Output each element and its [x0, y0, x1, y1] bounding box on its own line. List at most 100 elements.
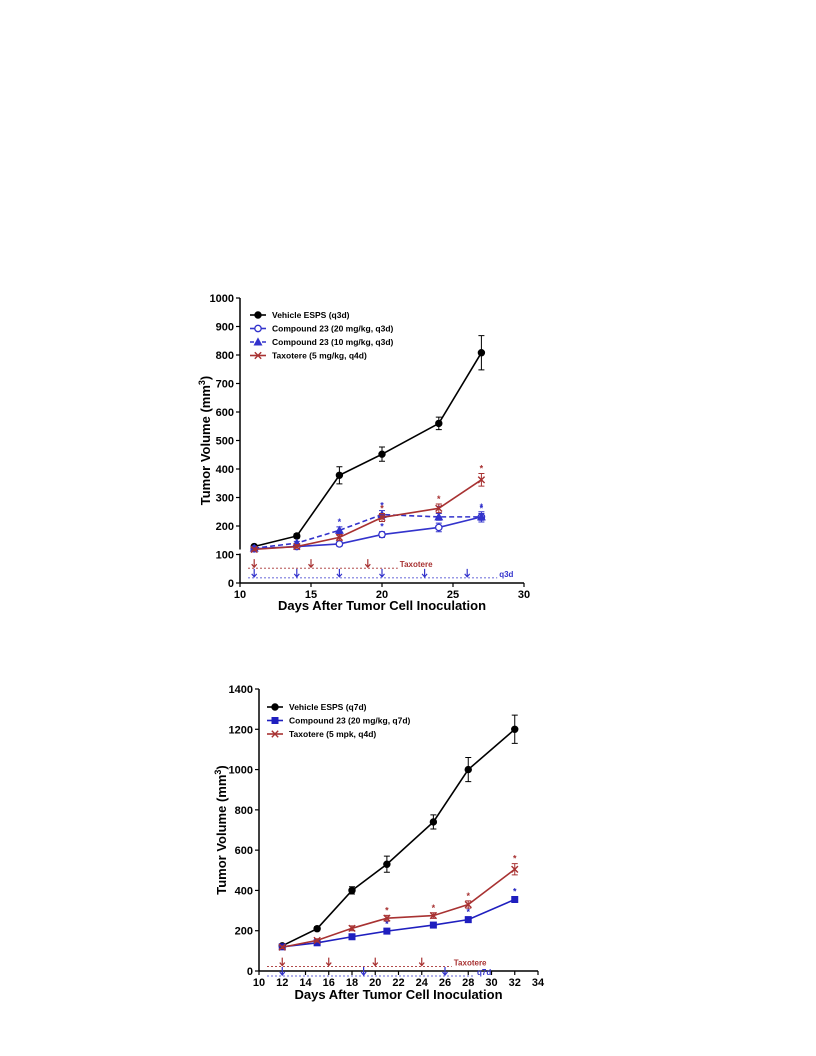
x-tick-label: 20	[369, 977, 381, 989]
x-tick-label: 10	[234, 589, 246, 601]
data-point	[511, 895, 519, 903]
dosing-arrow	[251, 559, 258, 569]
data-point	[429, 921, 437, 929]
data-point	[434, 512, 444, 521]
legend-entry: Compound 23 (20 mg/kg, q7d)	[289, 716, 411, 726]
y-tick-label: 200	[216, 521, 234, 533]
data-point	[348, 933, 356, 941]
y-tick-label: 100	[216, 550, 234, 562]
series-2: * * * *	[278, 886, 519, 951]
schedule-label: q3d	[499, 570, 513, 579]
y-tick-label: 0	[247, 966, 253, 978]
data-point	[429, 818, 438, 826]
y-tick-label: 900	[216, 322, 234, 334]
x-tick-label: 18	[346, 977, 358, 989]
data-point	[511, 725, 519, 733]
y-axis-label: Tumor Volume (mm3)	[197, 376, 213, 506]
legend-entry: Vehicle ESPS (q3d)	[272, 310, 350, 320]
x-tick-label: 16	[323, 977, 335, 989]
y-tick-label: 600	[216, 407, 234, 419]
dosing-arrow	[372, 957, 379, 967]
dosing-arrow	[464, 568, 471, 578]
data-point	[250, 545, 258, 554]
data-point	[335, 540, 344, 548]
data-point	[477, 349, 486, 357]
significance-marker: *	[466, 907, 470, 917]
series-4: * * *	[250, 464, 486, 554]
data-point	[464, 765, 472, 774]
dosing-arrow	[325, 957, 332, 967]
dosing-arrow	[442, 967, 448, 976]
series-line	[282, 868, 516, 949]
x-tick-label: 24	[416, 977, 429, 989]
data-point	[293, 542, 301, 551]
y-tick-label: 800	[235, 805, 253, 817]
x-tick-label: 22	[392, 977, 404, 989]
data-point	[334, 525, 344, 534]
series-3: * * * *	[278, 854, 519, 951]
legend-swatch-marker	[271, 703, 279, 711]
y-tick-label: 1200	[229, 724, 253, 736]
y-tick-label: 500	[216, 436, 234, 448]
dosing-arrow	[308, 559, 314, 569]
dosing-arrow	[293, 568, 300, 578]
series-line	[254, 352, 483, 548]
y-axis-break	[237, 549, 243, 554]
dosing-arrow	[421, 568, 428, 578]
data-point	[383, 860, 391, 868]
schedule-label: Taxotere	[454, 959, 487, 968]
legend-swatch-marker	[254, 311, 262, 319]
y-tick-label: 1400	[229, 684, 253, 696]
significance-marker: *	[432, 903, 436, 913]
significance-marker: *	[480, 503, 484, 513]
legend-entry: Compound 23 (20 mg/kg, q3d)	[272, 324, 394, 334]
y-tick-label: 200	[235, 926, 253, 938]
y-tick-label: 1000	[210, 293, 234, 305]
dosing-arrow	[418, 957, 425, 967]
data-point	[434, 523, 443, 532]
data-point	[348, 886, 356, 895]
legend-swatch-marker	[271, 717, 279, 724]
data-point	[313, 925, 321, 933]
significance-marker: *	[380, 501, 384, 511]
y-tick-label: 400	[216, 464, 234, 476]
x-tick-label: 10	[253, 977, 265, 989]
legend-entry: Compound 23 (10 mg/kg, q3d)	[272, 337, 394, 347]
data-point	[477, 476, 486, 484]
data-point	[293, 532, 301, 540]
data-point	[383, 927, 391, 935]
x-tick-label: 15	[305, 589, 317, 601]
x-tick-label: 30	[485, 977, 497, 989]
x-tick-label: 14	[299, 977, 312, 989]
chart-tumor-volume-q7d: 0 200 400 600 800 1000 1200 1400 10 12 14 16 18 20 22 2…	[213, 684, 545, 1002]
data-point	[378, 450, 386, 458]
dosing-arrow	[279, 957, 286, 967]
x-tick-label: 12	[276, 977, 288, 989]
dosing-arrow	[336, 568, 343, 578]
data-point	[464, 900, 472, 909]
significance-marker: *	[480, 464, 484, 474]
legend-entry: Vehicle ESPS (q7d)	[289, 702, 367, 712]
data-point	[378, 530, 386, 539]
x-axis-label: Days After Tumor Cell Inoculation	[294, 987, 502, 1002]
x-tick-label: 30	[518, 589, 530, 601]
significance-marker: *	[466, 891, 470, 901]
dosing-arrow	[364, 559, 371, 569]
data-point	[383, 914, 391, 922]
legend-swatch-marker	[253, 337, 263, 346]
data-point	[435, 504, 443, 513]
data-point	[335, 471, 344, 479]
significance-marker: *	[338, 517, 342, 527]
legend-entry: Taxotere (5 mg/kg, q4d)	[272, 351, 367, 361]
significance-marker: *	[513, 886, 517, 896]
data-point	[335, 533, 344, 542]
data-point	[435, 419, 443, 428]
series-line	[281, 728, 516, 947]
schedule-label: q7d	[477, 968, 491, 977]
dosing-arrow	[251, 568, 258, 578]
significance-marker: *	[480, 502, 484, 512]
y-tick-label: 1000	[229, 765, 253, 777]
data-point	[476, 512, 486, 521]
significance-marker: *	[513, 854, 517, 864]
